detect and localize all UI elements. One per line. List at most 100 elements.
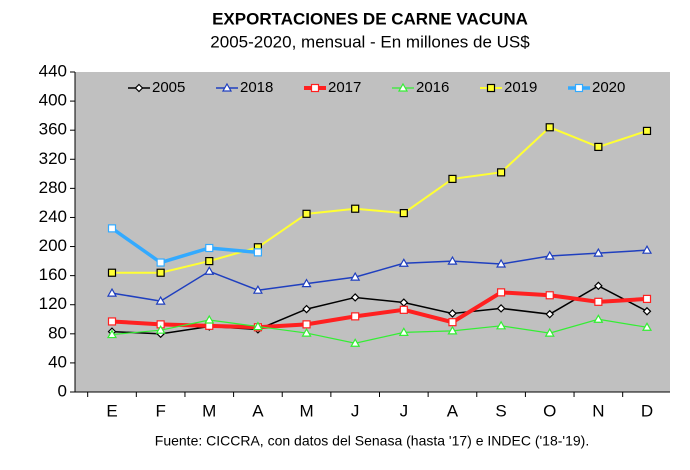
data-point [641,244,653,254]
y-tick-label: 200 [39,236,67,255]
x-tick-label: A [447,401,459,420]
data-point [106,329,118,339]
legend-label: 2020 [592,79,625,96]
data-point [107,317,117,326]
data-point [156,258,165,267]
x-tick-label: N [592,401,604,420]
data-point [302,320,311,329]
data-point [398,327,409,336]
data-point [545,309,555,319]
y-tick-label: 440 [39,61,67,80]
data-point [302,304,311,314]
source-note: Fuente: CICCRA, con datos del Senasa (ha… [155,433,589,449]
data-point [642,294,652,304]
y-tick-label: 160 [39,265,67,284]
data-point [350,293,360,302]
legend-marker [134,83,144,93]
data-point [156,268,165,277]
data-point [496,304,506,313]
data-point [544,327,555,337]
legend-label: 2016 [416,79,449,96]
data-point [302,209,311,218]
data-point [544,250,555,260]
data-point [252,321,263,331]
data-point [496,320,507,330]
plot-area [75,72,670,392]
data-point [399,208,408,218]
legend-label: 2019 [504,79,537,96]
legend-marker [397,82,409,92]
data-point [448,309,457,318]
data-point [301,278,312,288]
x-tick-label: O [543,401,556,420]
data-point [496,288,506,297]
legend-marker [486,83,496,93]
data-point [496,258,507,268]
data-point [252,284,263,294]
data-point [205,243,214,253]
data-point [594,142,603,152]
x-tick-label: F [155,401,165,420]
x-tick-label: M [299,401,313,420]
data-point [594,297,603,306]
series-line [110,226,259,265]
data-point [593,314,604,323]
y-tick-label: 240 [39,207,67,226]
data-point [448,174,457,184]
series-line [111,249,648,302]
data-point [545,291,554,300]
legend-marker [574,83,584,93]
y-tick-label: 80 [48,323,67,342]
y-tick-label: 400 [39,91,67,110]
x-tick-label: S [495,401,506,420]
data-point [107,224,117,233]
x-tick-label: D [641,401,653,420]
data-point [642,126,652,136]
y-tick-label: 40 [48,352,67,371]
data-point [351,312,360,321]
data-point [496,168,506,177]
data-point [642,306,652,316]
x-tick-label: J [351,401,360,420]
data-point [204,266,215,275]
data-point [641,322,653,331]
y-tick-label: 120 [39,294,67,313]
series-line [111,290,648,330]
data-point [106,287,118,297]
data-point [447,255,458,265]
data-point [447,325,458,335]
chart-title: EXPORTACIONES DE CARNE VACUNA [212,9,528,28]
series-line [111,318,648,344]
x-tick-label: E [106,401,117,420]
legend-label: 2017 [328,79,361,96]
data-point [155,295,166,305]
data-point [594,281,603,291]
data-point [545,123,554,132]
x-tick-label: J [400,401,409,420]
data-point [253,248,263,257]
x-tick-label: M [202,401,216,420]
data-point [448,318,457,327]
data-point [350,271,361,281]
data-point [107,268,117,277]
legend-marker [221,82,233,92]
data-point [301,327,312,337]
data-point [155,324,166,334]
data-point [205,256,214,266]
data-point [350,338,361,347]
series-line [112,126,648,274]
y-tick-label: 320 [39,149,67,168]
series-line [111,284,648,335]
legend-marker [310,83,320,93]
data-point [204,314,215,324]
data-point [593,247,604,257]
y-tick-label: 0 [58,381,67,400]
y-tick-label: 360 [39,120,67,139]
data-point [399,305,408,314]
x-tick-label: A [252,401,264,420]
legend-label: 2005 [152,79,185,96]
data-point [398,258,409,267]
y-tick-label: 280 [39,178,67,197]
chart-subtitle: 2005-2020, mensual - En millones de US$ [210,32,530,51]
